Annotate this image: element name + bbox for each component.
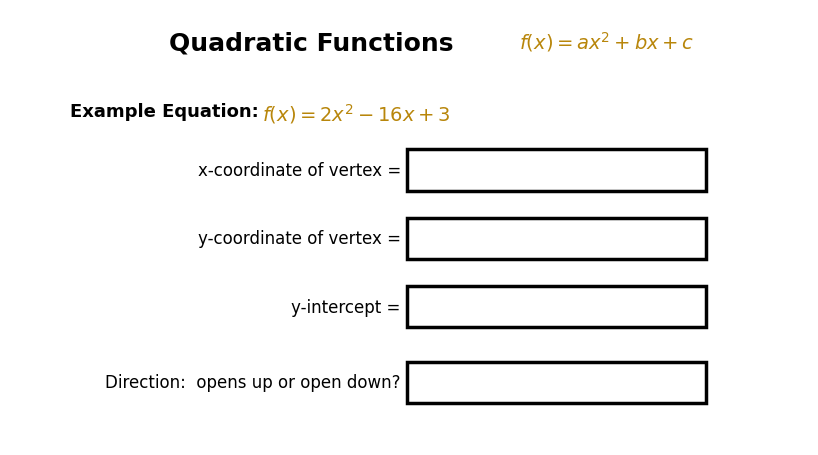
Text: $f(x) = 2x^2 - 16x + 3$: $f(x) = 2x^2 - 16x + 3$ <box>262 102 451 126</box>
Bar <box>407 150 706 191</box>
Text: Quadratic Functions: Quadratic Functions <box>169 32 453 56</box>
Text: x-coordinate of vertex =: x-coordinate of vertex = <box>198 162 401 180</box>
Text: y-intercept =: y-intercept = <box>291 298 401 316</box>
Text: y-coordinate of vertex =: y-coordinate of vertex = <box>198 230 401 248</box>
Text: $f(x) = ax^2 + bx + c$: $f(x) = ax^2 + bx + c$ <box>519 30 694 53</box>
Bar <box>407 362 706 403</box>
Text: Direction:  opens up or open down?: Direction: opens up or open down? <box>106 373 401 391</box>
Text: Example Equation:: Example Equation: <box>70 102 258 120</box>
Bar <box>407 287 706 328</box>
Bar <box>407 218 706 259</box>
